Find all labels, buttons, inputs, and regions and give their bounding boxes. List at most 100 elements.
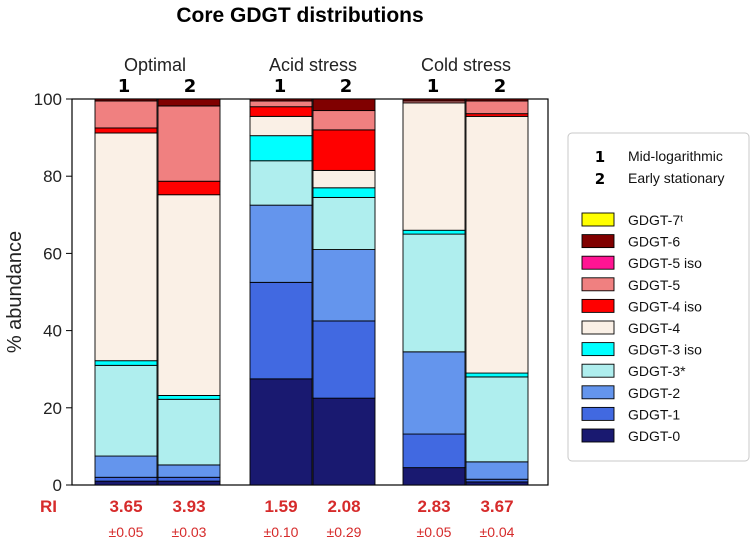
- ri-label: RI: [40, 497, 57, 516]
- bar-segment: [312, 129, 376, 171]
- legend-swatch: [581, 428, 615, 443]
- bar-segment: [94, 476, 158, 482]
- bar-segment: [312, 110, 376, 131]
- legend-phase-label: Early stationary: [628, 170, 724, 186]
- legend-swatch: [581, 212, 615, 227]
- legend-items: GDGT-7ᵗ GDGT-6 GDGT-5 iso GDGT-5 GDGT-4 iso G…: [581, 212, 702, 444]
- bar-segment: [312, 169, 376, 189]
- bar-segment: [465, 115, 529, 374]
- legend-label: GDGT-0: [628, 428, 680, 444]
- legend-swatch: [581, 255, 615, 270]
- bar-segment: [249, 106, 313, 117]
- bar-segment: [249, 204, 313, 283]
- bar-segment: [402, 98, 466, 102]
- bar-segment: [157, 398, 221, 466]
- bar-segment: [94, 455, 158, 478]
- ri-error: ±0.10: [264, 524, 299, 540]
- bar-segment: [157, 180, 221, 196]
- bar-segment: [312, 320, 376, 399]
- legend-phase-label: Mid-logarithmic: [628, 148, 723, 164]
- condition-label-acid: Acid stress: [269, 55, 357, 75]
- legend-label: GDGT-2: [628, 385, 680, 401]
- replicate-label: 2: [340, 76, 353, 97]
- y-tick-label: 40: [43, 322, 62, 341]
- bar-segment: [157, 105, 221, 182]
- bar-segment: [249, 100, 313, 108]
- y-tick-label: 80: [43, 167, 62, 186]
- bar-segment: [465, 98, 529, 102]
- y-axis-label: % abundance: [4, 231, 26, 353]
- bar-segment: [312, 187, 376, 198]
- replicate-label: 2: [494, 76, 507, 97]
- bar-segment: [157, 98, 221, 107]
- bar-segment: [249, 135, 313, 162]
- bar-segment: [312, 249, 376, 322]
- y-tick-label: 60: [43, 244, 62, 263]
- bar-segment: [402, 233, 466, 353]
- replicate-label: 1: [274, 76, 287, 97]
- ri-value: 3.67: [480, 497, 513, 516]
- bar-segment: [402, 467, 466, 486]
- bar-segment: [157, 464, 221, 478]
- bar-segment: [402, 433, 466, 469]
- y-tick-label: 20: [43, 399, 62, 418]
- bar-segment: [249, 378, 313, 486]
- bar-segment: [157, 394, 221, 400]
- bar-segment: [249, 281, 313, 380]
- bar-segment: [94, 100, 158, 129]
- bar-segment: [249, 115, 313, 137]
- y-tick-label: 100: [34, 90, 62, 109]
- legend-swatch: [581, 385, 615, 400]
- ri-value: 2.08: [327, 497, 360, 516]
- bar-segment: [312, 98, 376, 112]
- legend-label: GDGT-4: [628, 320, 680, 336]
- y-tick-label: 0: [53, 476, 62, 495]
- ri-error: ±0.29: [327, 524, 362, 540]
- bar-segment: [465, 461, 529, 480]
- ri-error: ±0.05: [109, 524, 144, 540]
- ri-error: ±0.03: [172, 524, 207, 540]
- bar-segment: [94, 98, 158, 102]
- legend-swatch: [581, 342, 615, 357]
- bar-segment: [94, 360, 158, 366]
- legend-phase-number: 1: [595, 148, 605, 166]
- legend-swatch: [581, 298, 615, 313]
- replicate-label: 1: [118, 76, 131, 97]
- ri-value: 3.65: [109, 497, 142, 516]
- ri-row: 3.65 ±0.05 3.93 ±0.03 1.59 ±0.10 2.08 ±0.29 2.83…: [109, 497, 515, 540]
- bar-segment: [157, 194, 221, 396]
- legend-swatch: [581, 363, 615, 378]
- legend-swatch: [581, 320, 615, 335]
- bar-segment: [312, 397, 376, 486]
- legend-label: GDGT-7ᵗ: [628, 212, 683, 228]
- legend-label: GDGT-5 iso: [628, 255, 702, 271]
- legend-label: GDGT-1: [628, 406, 680, 422]
- ri-value: 3.93: [172, 497, 205, 516]
- legend-phase-number: 2: [595, 170, 605, 188]
- ri-value: 2.83: [417, 497, 450, 516]
- bar-segment: [249, 160, 313, 206]
- ri-value: 1.59: [264, 497, 297, 516]
- bars-group: [94, 98, 529, 486]
- legend-label: GDGT-6: [628, 234, 680, 250]
- legend-label: GDGT-3 iso: [628, 342, 702, 358]
- bar-segment: [465, 372, 529, 378]
- condition-label-optimal: Optimal: [124, 55, 186, 75]
- legend-swatch: [581, 277, 615, 292]
- legend-swatch: [581, 234, 615, 249]
- y-axis: 0 20 40 60 80 100: [34, 90, 72, 495]
- bar-segment: [402, 351, 466, 435]
- replicate-label: 1: [427, 76, 440, 97]
- bar-segment: [402, 102, 466, 231]
- ri-error: ±0.05: [417, 524, 452, 540]
- bar-segment: [157, 480, 221, 486]
- legend-swatch: [581, 406, 615, 421]
- bar-segment: [465, 481, 529, 486]
- bar-segment: [465, 100, 529, 115]
- bar-segment: [94, 127, 158, 134]
- bar-segment: [402, 229, 466, 235]
- bar-segment: [312, 196, 376, 250]
- bar-segment: [94, 480, 158, 486]
- bar-segment: [94, 364, 158, 457]
